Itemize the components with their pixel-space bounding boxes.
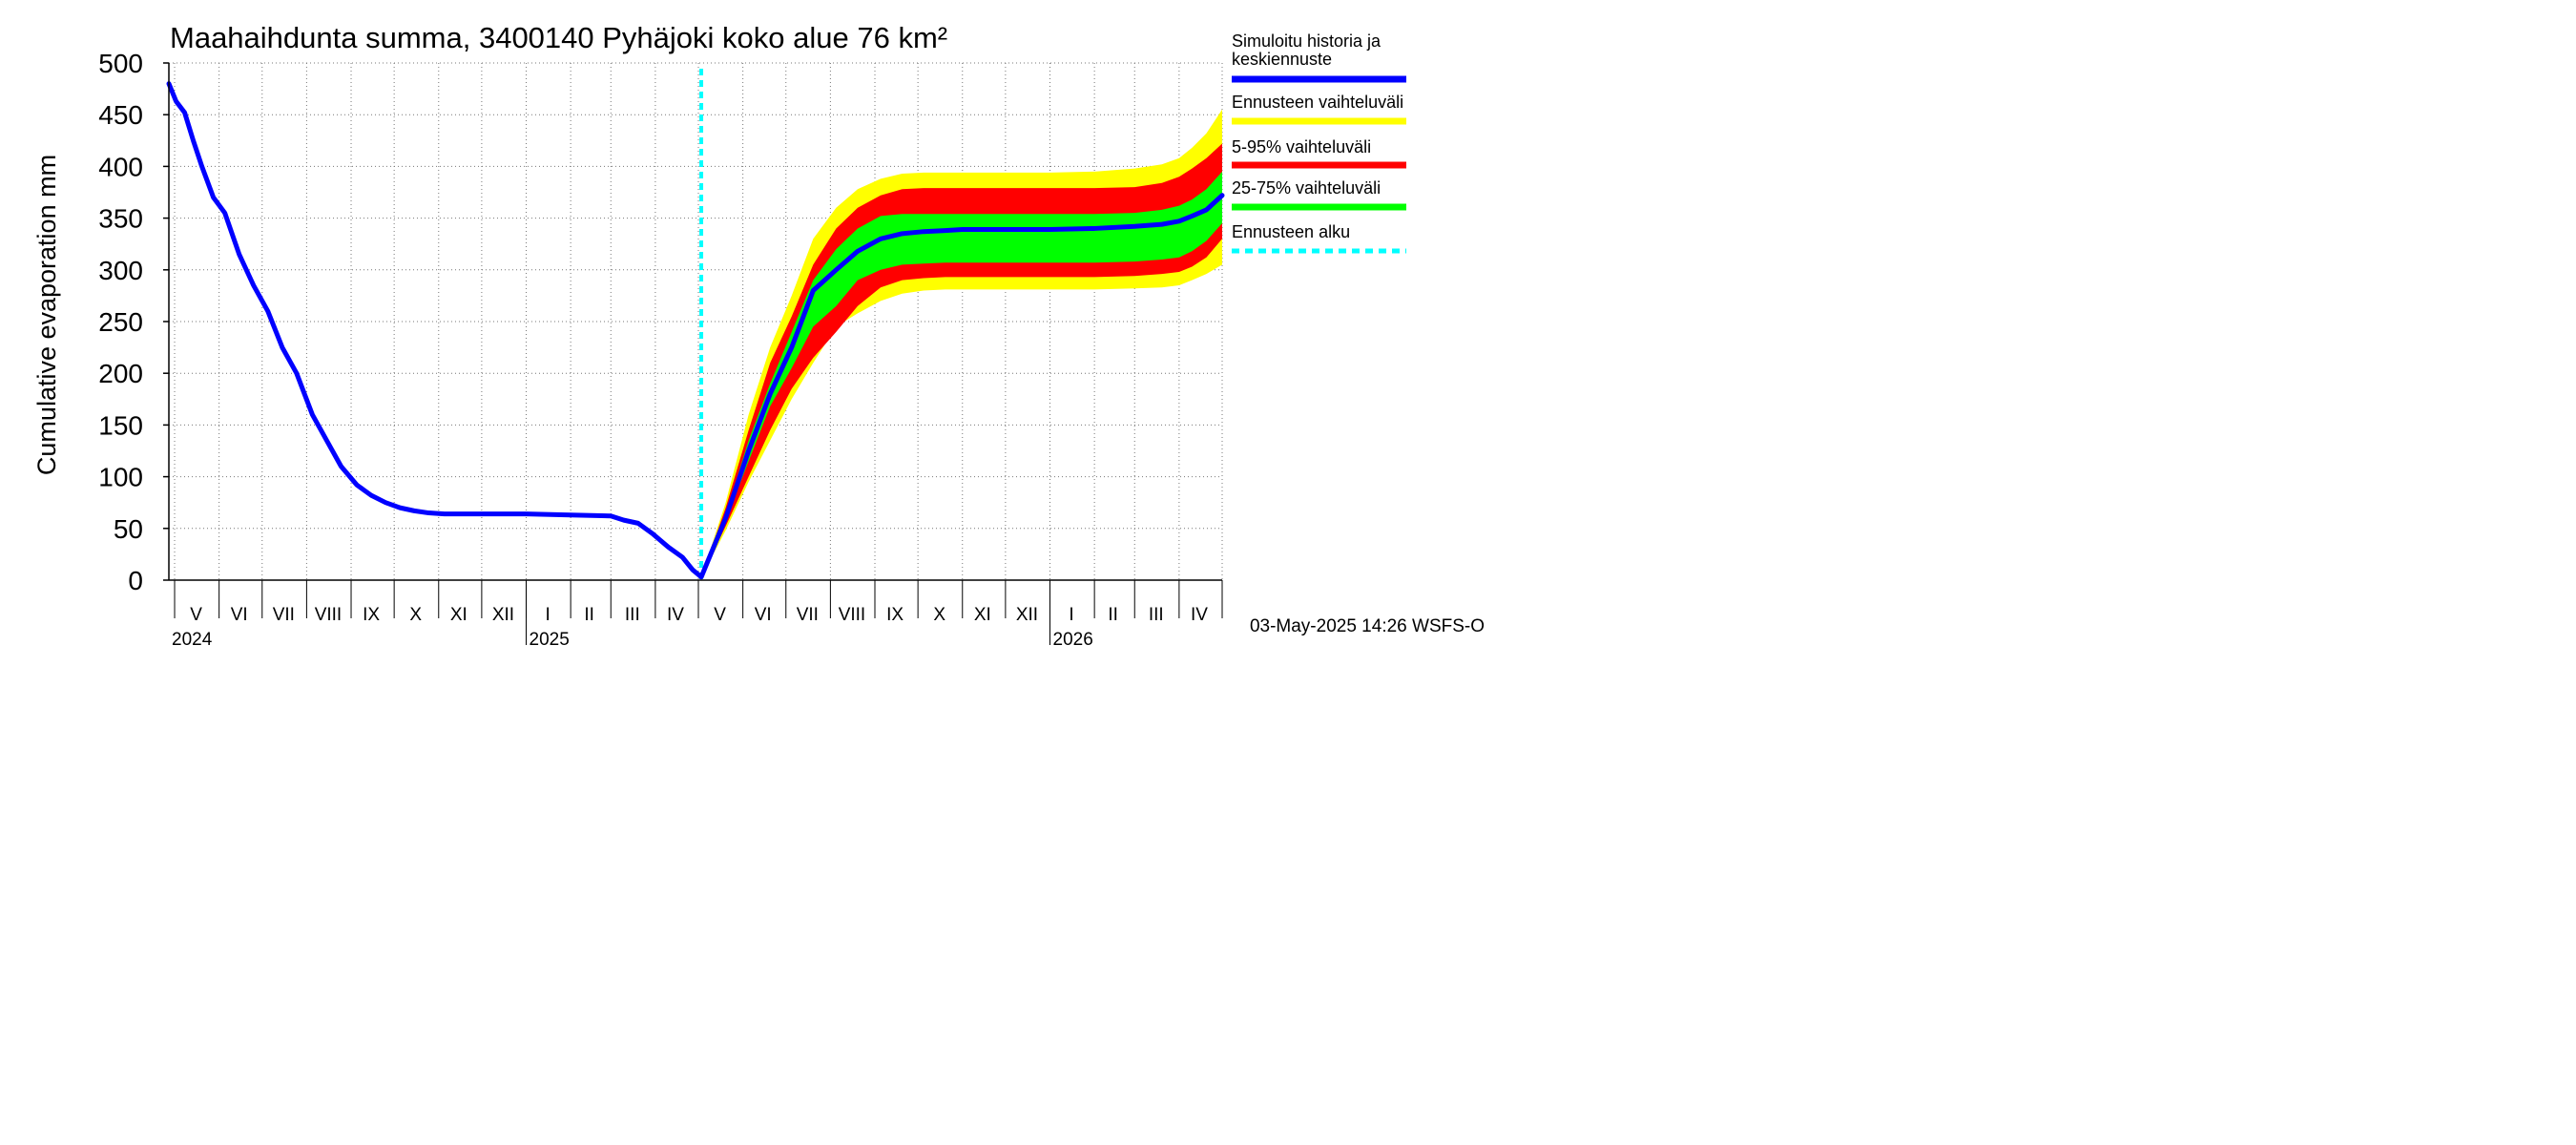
chart-title: Maahaihdunta summa, 3400140 Pyhäjoki kok… (170, 21, 947, 54)
y-tick-label: 200 (98, 359, 143, 388)
year-label: 2025 (530, 630, 570, 650)
y-tick-label: 400 (98, 152, 143, 181)
y-tick-label: 0 (128, 566, 143, 595)
month-label: VIII (315, 605, 343, 625)
month-label: XII (492, 605, 514, 625)
y-axis-label: Cumulative evaporation mm (32, 155, 61, 475)
month-label: VII (797, 605, 819, 625)
month-label: IX (363, 605, 380, 625)
y-tick-label: 250 (98, 307, 143, 337)
month-label: IV (667, 605, 684, 625)
month-label: V (714, 605, 726, 625)
month-label: V (190, 605, 202, 625)
month-label: X (409, 605, 422, 625)
legend-label: Ennusteen vaihteluväli (1232, 93, 1403, 112)
year-label: 2024 (172, 630, 213, 650)
year-label: 2026 (1053, 630, 1093, 650)
evaporation-chart: Maahaihdunta summa, 3400140 Pyhäjoki kok… (32, 21, 1485, 650)
legend-label: keskiennuste (1232, 50, 1332, 69)
month-label: IX (886, 605, 904, 625)
series-line-main (166, 81, 1225, 580)
month-label: II (1108, 605, 1118, 625)
y-tick-label: 500 (98, 49, 143, 78)
y-tick-label: 450 (98, 100, 143, 130)
month-label: I (545, 605, 550, 625)
legend-label: 5-95% vaihteluväli (1232, 137, 1371, 156)
band-5-95 (701, 143, 1222, 577)
month-label: XI (974, 605, 991, 625)
month-label: II (584, 605, 594, 625)
month-label: VI (755, 605, 772, 625)
month-label: X (933, 605, 945, 625)
legend-label: 25-75% vaihteluväli (1232, 178, 1381, 198)
legend-label: Simuloitu historia ja (1232, 31, 1381, 51)
month-label: VII (273, 605, 295, 625)
month-label: IV (1191, 605, 1208, 625)
timestamp-footer: 03-May-2025 14:26 WSFS-O (1250, 616, 1485, 636)
month-label: I (1069, 605, 1073, 625)
y-tick-label: 300 (98, 256, 143, 285)
month-label: III (1149, 605, 1164, 625)
y-tick-label: 100 (98, 463, 143, 492)
y-tick-label: 150 (98, 410, 143, 440)
month-label: VI (231, 605, 248, 625)
legend-label: Ennusteen alku (1232, 222, 1350, 241)
month-label: XII (1016, 605, 1038, 625)
y-tick-label: 50 (114, 514, 143, 544)
month-label: XI (450, 605, 467, 625)
month-label: III (625, 605, 640, 625)
y-tick-label: 350 (98, 204, 143, 234)
month-label: VIII (839, 605, 866, 625)
